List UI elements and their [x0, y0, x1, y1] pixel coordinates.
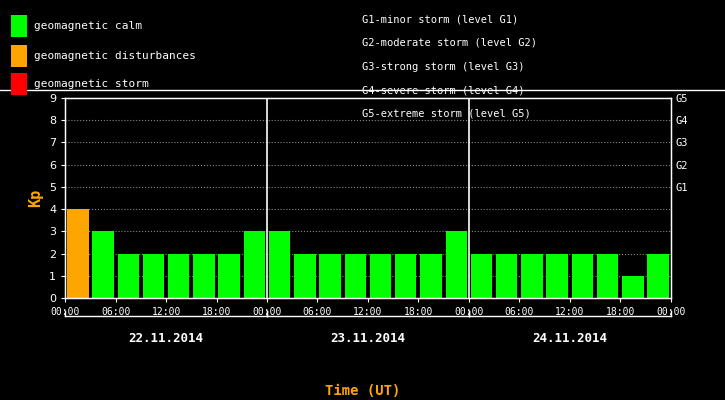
- Text: G5-extreme storm (level G5): G5-extreme storm (level G5): [362, 109, 531, 119]
- Bar: [496, 254, 518, 298]
- Text: geomagnetic calm: geomagnetic calm: [34, 21, 142, 31]
- Text: G4-severe storm (level G4): G4-severe storm (level G4): [362, 85, 525, 95]
- Bar: [547, 254, 568, 298]
- Bar: [92, 231, 114, 298]
- Bar: [194, 254, 215, 298]
- Text: 23.11.2014: 23.11.2014: [331, 332, 405, 344]
- Bar: [471, 254, 492, 298]
- Bar: [420, 254, 442, 298]
- Bar: [168, 254, 189, 298]
- Bar: [244, 231, 265, 298]
- Text: G3-strong storm (level G3): G3-strong storm (level G3): [362, 62, 525, 72]
- Bar: [218, 254, 240, 298]
- Bar: [445, 231, 467, 298]
- Bar: [622, 276, 644, 298]
- Text: geomagnetic disturbances: geomagnetic disturbances: [34, 51, 196, 61]
- Text: 22.11.2014: 22.11.2014: [128, 332, 204, 344]
- Bar: [117, 254, 139, 298]
- Bar: [521, 254, 542, 298]
- Text: geomagnetic storm: geomagnetic storm: [34, 79, 149, 89]
- Text: Time (UT): Time (UT): [325, 384, 400, 398]
- Bar: [269, 231, 291, 298]
- Bar: [143, 254, 165, 298]
- Bar: [67, 209, 88, 298]
- Y-axis label: Kp: Kp: [28, 189, 44, 207]
- Bar: [370, 254, 392, 298]
- Text: G1-minor storm (level G1): G1-minor storm (level G1): [362, 14, 519, 24]
- Bar: [395, 254, 416, 298]
- Bar: [294, 254, 315, 298]
- Bar: [647, 254, 668, 298]
- Bar: [597, 254, 618, 298]
- Text: 24.11.2014: 24.11.2014: [532, 332, 608, 344]
- Bar: [571, 254, 593, 298]
- Text: G2-moderate storm (level G2): G2-moderate storm (level G2): [362, 38, 537, 48]
- Bar: [344, 254, 366, 298]
- Bar: [320, 254, 341, 298]
